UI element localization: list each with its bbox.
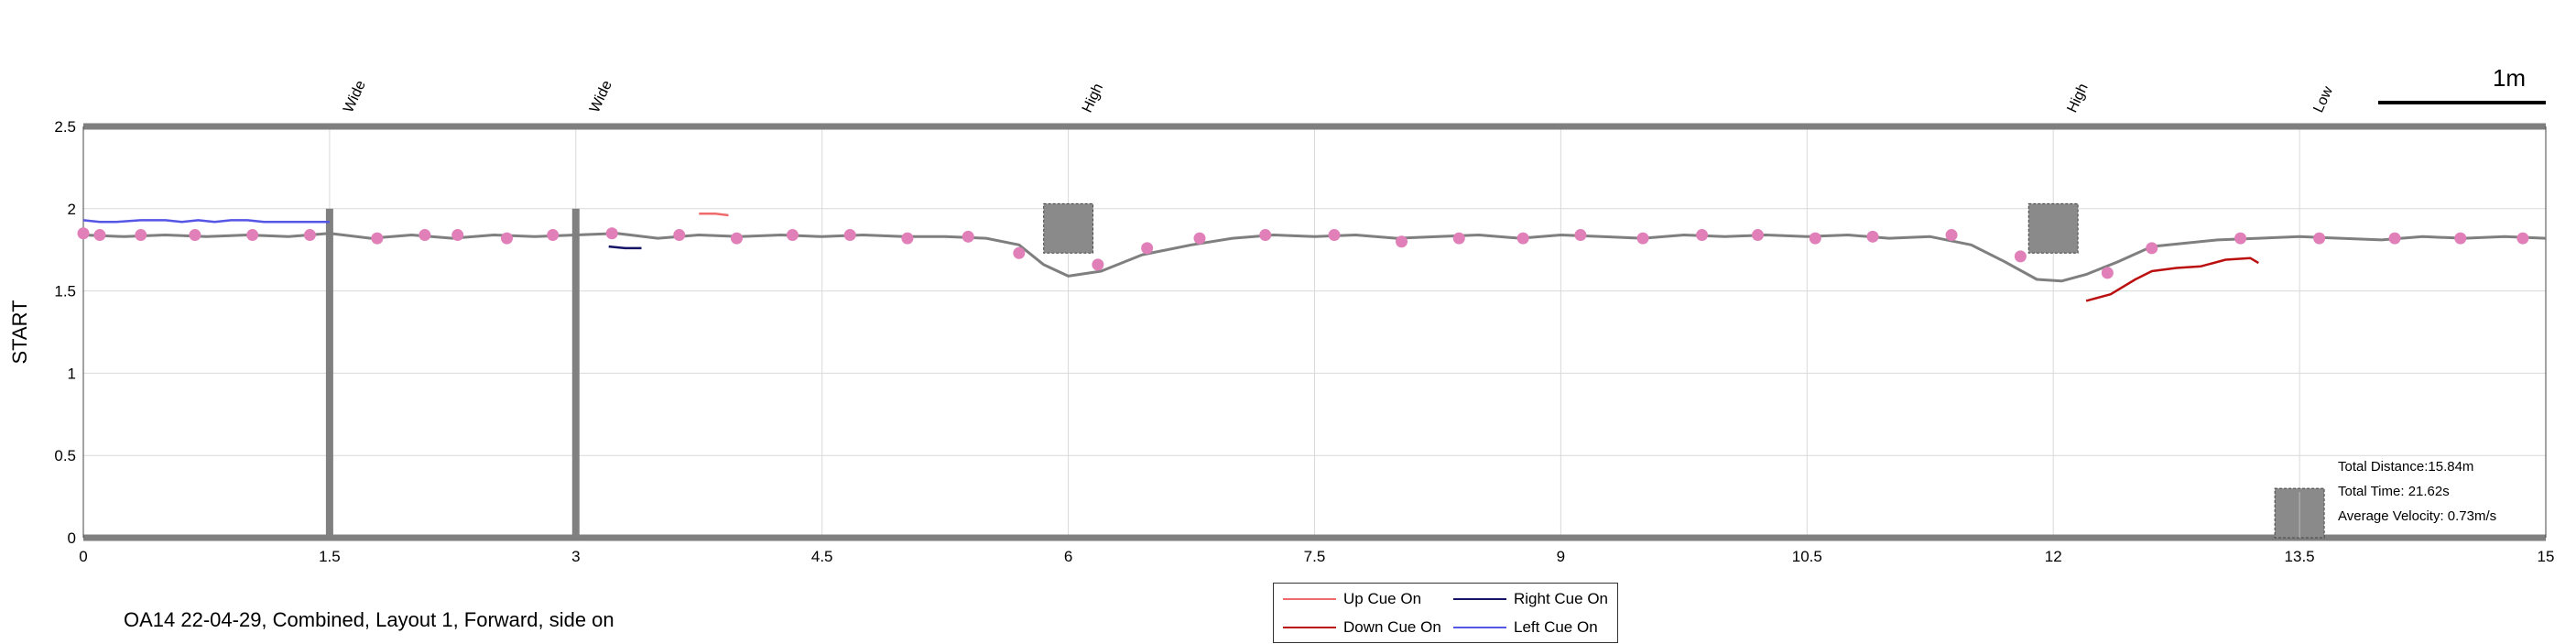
path-marker-3: [189, 229, 201, 242]
path-marker-35: [2101, 267, 2114, 279]
path-marker-34: [2014, 250, 2027, 263]
stats-box: Total Distance:15.84m Total Time: 21.62s…: [2338, 454, 2496, 529]
path-marker-7: [418, 229, 431, 242]
path-marker-37: [2234, 232, 2247, 245]
x-tick-label-8: 12: [2045, 548, 2062, 565]
x-tick-label-6: 9: [1557, 548, 1565, 565]
x-tick-label-2: 3: [571, 548, 580, 565]
legend-item-down: Down Cue On: [1283, 614, 1441, 641]
series-line-right-cue-on: [608, 245, 642, 250]
path-marker-38: [2313, 232, 2326, 245]
path-marker-10: [547, 229, 560, 242]
series-line-left-cue-on: [82, 219, 330, 224]
path-marker-1: [93, 229, 106, 242]
legend-swatch-left: [1453, 627, 1506, 628]
path-marker-39: [2388, 232, 2401, 245]
path-marker-27: [1574, 229, 1587, 242]
path-marker-30: [1752, 229, 1765, 242]
path-marker-24: [1396, 235, 1408, 248]
x-tick-label-0: 0: [79, 548, 87, 565]
scale-bar-label: 1m: [2493, 64, 2526, 92]
path-marker-33: [1945, 229, 1958, 242]
y-tick-label-4: 2: [68, 201, 76, 218]
legend: Up Cue On Right Cue On Down Cue On Left …: [1273, 583, 1618, 643]
y-tick-label-2: 1: [68, 365, 76, 382]
obstacle-high-1: [2027, 202, 2079, 254]
legend-item-left: Left Cue On: [1453, 614, 1598, 641]
total-time: Total Time: 21.62s: [2338, 484, 2450, 499]
path-marker-41: [2516, 232, 2529, 245]
event-label-2: High: [1080, 82, 1106, 115]
event-label-1: Wide: [587, 78, 615, 115]
average-velocity: Average Velocity: 0.73m/s: [2338, 508, 2497, 524]
legend-label-down: Down Cue On: [1343, 618, 1441, 636]
wall-0: [325, 208, 333, 539]
x-tick-label-5: 7.5: [1304, 548, 1326, 565]
y-tick-label-0: 0: [68, 529, 76, 547]
y-tick-label-1: 0.5: [54, 447, 76, 464]
legend-label-up: Up Cue On: [1343, 590, 1422, 607]
x-tick-label-4: 6: [1064, 548, 1072, 565]
path-marker-0: [77, 227, 90, 240]
path-marker-18: [1013, 246, 1026, 259]
y-axis-label: START: [8, 300, 31, 364]
path-marker-36: [2146, 242, 2158, 255]
path-marker-29: [1696, 229, 1709, 242]
y-tick-label-3: 1.5: [54, 283, 76, 300]
path-marker-13: [730, 232, 743, 245]
path-marker-20: [1141, 242, 1154, 255]
legend-label-left: Left Cue On: [1514, 618, 1598, 636]
path-marker-40: [2454, 232, 2467, 245]
path-marker-12: [673, 229, 686, 242]
event-label-0: Wide: [341, 78, 369, 115]
path-marker-2: [135, 229, 147, 242]
path-marker-14: [786, 229, 799, 242]
path-marker-16: [901, 232, 914, 245]
path-marker-8: [451, 229, 464, 242]
path-marker-17: [962, 230, 974, 243]
path-marker-9: [501, 232, 514, 245]
path-marker-6: [371, 232, 384, 245]
series-line-down-cue-on: [2085, 257, 2259, 302]
y-tick-label-5: 2.5: [54, 118, 76, 136]
event-label-4: Low: [2310, 84, 2336, 115]
x-tick-label-1: 1.5: [319, 548, 341, 565]
path-marker-4: [246, 229, 259, 242]
path-marker-26: [1516, 232, 1529, 245]
x-tick-label-10: 15: [2538, 548, 2555, 565]
figure-caption: OA14 22-04-29, Combined, Layout 1, Forwa…: [124, 608, 614, 631]
path-marker-23: [1328, 229, 1341, 242]
x-tick-label-7: 10.5: [1792, 548, 1822, 565]
path-marker-15: [843, 229, 856, 242]
series-line-up-cue-on: [699, 212, 729, 217]
legend-label-right: Right Cue On: [1514, 590, 1608, 607]
path-marker-19: [1092, 258, 1104, 271]
path-marker-11: [605, 227, 618, 240]
path-marker-31: [1809, 232, 1821, 245]
legend-swatch-down: [1283, 627, 1336, 628]
legend-item-right: Right Cue On: [1453, 585, 1608, 613]
path-marker-22: [1259, 229, 1272, 242]
legend-swatch-right: [1453, 598, 1506, 600]
path-marker-32: [1866, 230, 1879, 243]
path-marker-5: [303, 229, 316, 242]
path-marker-21: [1193, 232, 1206, 245]
wall-1: [571, 208, 580, 539]
legend-swatch-up: [1283, 598, 1336, 600]
x-tick-label-9: 13.5: [2285, 548, 2315, 565]
path-marker-28: [1636, 232, 1649, 245]
obstacle-high-0: [1043, 202, 1094, 254]
legend-item-up: Up Cue On: [1283, 585, 1421, 613]
event-label-3: High: [2064, 82, 2091, 115]
path-marker-25: [1452, 232, 1465, 245]
total-distance: Total Distance:15.84m: [2338, 459, 2474, 475]
x-tick-label-3: 4.5: [811, 548, 833, 565]
